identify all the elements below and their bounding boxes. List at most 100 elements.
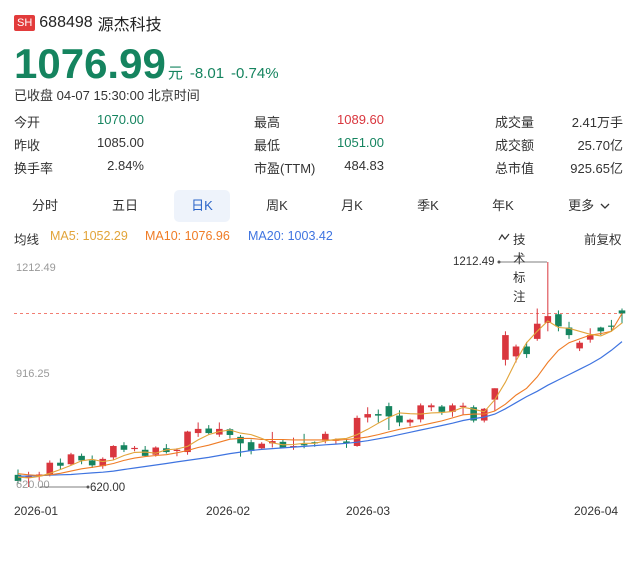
kline-chart[interactable]: 1212.49 916.25 620.00 1212.49 620.00 202… — [0, 250, 638, 525]
stat-market-cap: 总市值 925.65亿 — [495, 158, 623, 177]
candle-body — [194, 428, 202, 434]
x-tick-jan: 2026-01 — [14, 504, 58, 518]
tab-weekly-k[interactable]: 周K — [266, 198, 288, 213]
candle-body — [555, 314, 562, 327]
stat-label: 成交量 — [495, 115, 535, 130]
stat-open: 今开 1070.00 — [14, 112, 144, 131]
stats-row: 昨收 1085.00 最低 1051.00 成交额 25.70亿 — [14, 135, 626, 155]
stat-value: 1070.00 — [97, 112, 144, 127]
stat-value: 484.83 — [344, 158, 384, 173]
stat-label: 换手率 — [14, 161, 54, 176]
candle-body — [343, 441, 350, 444]
candle-body — [396, 415, 403, 423]
max-annotation-dot — [497, 260, 501, 264]
candle-body — [46, 462, 54, 476]
stat-label: 市盈(TTM) — [254, 161, 316, 176]
candles-group — [14, 262, 626, 487]
candle-body — [141, 449, 149, 456]
wave-icon — [498, 233, 510, 241]
candle-body — [364, 414, 371, 418]
candle-body — [131, 447, 138, 450]
price-change-percent: -0.74% — [231, 65, 279, 82]
min-annotation-label: 620.00 — [90, 482, 125, 494]
stats-row: 今开 1070.00 最高 1089.60 成交量 2.41万手 — [14, 112, 626, 132]
stat-label: 昨收 — [14, 138, 41, 153]
candle-body — [374, 414, 382, 416]
candle-body — [120, 445, 128, 450]
stat-high: 最高 1089.60 — [254, 112, 384, 131]
candle-body — [173, 449, 181, 451]
ma20-value: MA20: 1003.42 — [248, 229, 333, 243]
tab-monthly-k[interactable]: 月K — [341, 198, 363, 213]
x-tick-feb: 2026-02 — [206, 504, 250, 518]
stat-value: 2.84% — [107, 158, 144, 173]
x-tick-apr: 2026-04 — [574, 504, 618, 518]
tab-more-label: 更多 — [568, 198, 595, 213]
candle-body — [523, 346, 530, 355]
current-price: 1076.99 — [14, 40, 166, 87]
candle-body — [14, 474, 22, 481]
tech-annotation-button[interactable]: 技术标注 — [498, 229, 526, 304]
ma-legend: 均线 MA5: 1052.29 MA10: 1076.96 MA20: 1003… — [14, 229, 626, 304]
tab-yearly-k[interactable]: 年K — [492, 198, 514, 213]
stat-value: 25.70亿 — [577, 138, 623, 153]
stat-prev-close: 昨收 1085.00 — [14, 135, 144, 154]
candle-body — [57, 462, 64, 466]
candle-body — [586, 335, 594, 340]
price-row: 1076.99 元 -8.01 -0.74% — [14, 40, 279, 88]
candle-body — [385, 406, 393, 417]
candle-body — [417, 405, 424, 420]
candle-body — [565, 327, 573, 336]
market-status: 已收盘 04-07 15:30:00 北京时间 — [14, 88, 200, 103]
candle-body — [184, 431, 191, 453]
price-change: -8.01 — [189, 65, 225, 82]
stat-value: 2.41万手 — [571, 115, 623, 130]
candle-body — [427, 405, 435, 408]
candle-body — [110, 445, 117, 458]
candle-body — [353, 417, 361, 446]
candle-body — [88, 460, 96, 466]
candle-body — [480, 408, 488, 421]
max-annotation-label: 1212.49 — [453, 256, 495, 268]
period-tabs: 分时 五日 日K 周K 月K 季K 年K 更多 — [14, 190, 626, 222]
tab-five-day[interactable]: 五日 — [111, 198, 138, 213]
stock-name: 源杰科技 — [97, 17, 162, 34]
stat-volume: 成交量 2.41万手 — [495, 112, 623, 131]
ma5-value: MA5: 1052.29 — [50, 229, 128, 243]
candle-body — [406, 419, 414, 423]
candle-body — [269, 441, 276, 444]
stat-turnover-rate: 换手率 2.84% — [14, 158, 144, 177]
stock-code: 688498 — [39, 14, 93, 31]
candle-body — [300, 444, 308, 446]
candle-body — [597, 327, 605, 332]
candle-body — [512, 346, 520, 357]
candle-body — [67, 454, 75, 465]
tab-daily-k[interactable]: 日K — [174, 190, 230, 222]
ma10-line — [17, 313, 623, 477]
price-unit: 元 — [167, 65, 183, 82]
stat-label: 最低 — [254, 138, 281, 153]
candle-body — [618, 310, 626, 314]
stat-pe-ttm: 市盈(TTM) 484.83 — [254, 158, 384, 177]
candle-body — [99, 458, 107, 467]
y-tick-mid: 916.25 — [16, 368, 50, 380]
stats-row: 换手率 2.84% 市盈(TTM) 484.83 总市值 925.65亿 — [14, 158, 626, 178]
forward-adjust-button[interactable]: 前复权 — [584, 233, 622, 247]
tab-more[interactable]: 更多 — [554, 190, 624, 222]
ma10-value: MA10: 1076.96 — [145, 229, 230, 243]
candle-body — [502, 335, 509, 360]
stat-label: 最高 — [254, 115, 281, 130]
ma20-line — [17, 341, 623, 477]
stat-label: 成交额 — [495, 138, 535, 153]
candle-body — [237, 436, 244, 444]
tab-quarterly-k[interactable]: 季K — [417, 198, 439, 213]
candle-body — [152, 447, 160, 455]
candle-body — [25, 475, 32, 478]
tab-intraday[interactable]: 分时 — [31, 198, 58, 213]
y-tick-min: 620.00 — [16, 479, 50, 491]
y-tick-max: 1212.49 — [16, 262, 56, 274]
ma5-line — [17, 320, 623, 479]
stat-value: 1085.00 — [97, 135, 144, 150]
candle-body — [491, 388, 499, 400]
exchange-badge: SH — [14, 15, 36, 31]
